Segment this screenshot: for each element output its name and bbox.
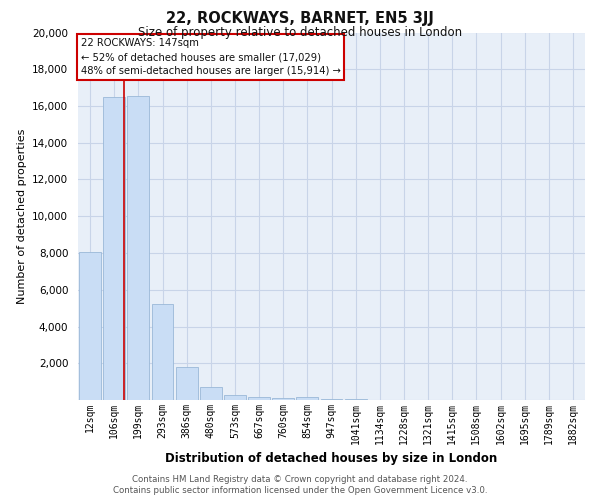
Bar	[127, 96, 149, 400]
Bar	[248, 396, 270, 400]
Bar	[79, 252, 101, 400]
Text: 22, ROCKWAYS, BARNET, EN5 3JJ: 22, ROCKWAYS, BARNET, EN5 3JJ	[166, 12, 434, 26]
Bar	[224, 394, 246, 400]
Text: 22 ROCKWAYS: 147sqm
← 52% of detached houses are smaller (17,029)
48% of semi-de: 22 ROCKWAYS: 147sqm ← 52% of detached ho…	[80, 38, 340, 76]
Bar	[296, 398, 318, 400]
Text: Size of property relative to detached houses in London: Size of property relative to detached ho…	[138, 26, 462, 39]
Y-axis label: Number of detached properties: Number of detached properties	[17, 128, 26, 304]
Text: Contains public sector information licensed under the Open Government Licence v3: Contains public sector information licen…	[113, 486, 487, 495]
Bar	[320, 399, 343, 400]
X-axis label: Distribution of detached houses by size in London: Distribution of detached houses by size …	[166, 452, 497, 465]
Bar	[200, 387, 221, 400]
Text: Contains HM Land Registry data © Crown copyright and database right 2024.: Contains HM Land Registry data © Crown c…	[132, 475, 468, 484]
Bar	[152, 304, 173, 400]
Bar	[176, 366, 197, 400]
Bar	[272, 398, 294, 400]
Bar	[103, 97, 125, 400]
